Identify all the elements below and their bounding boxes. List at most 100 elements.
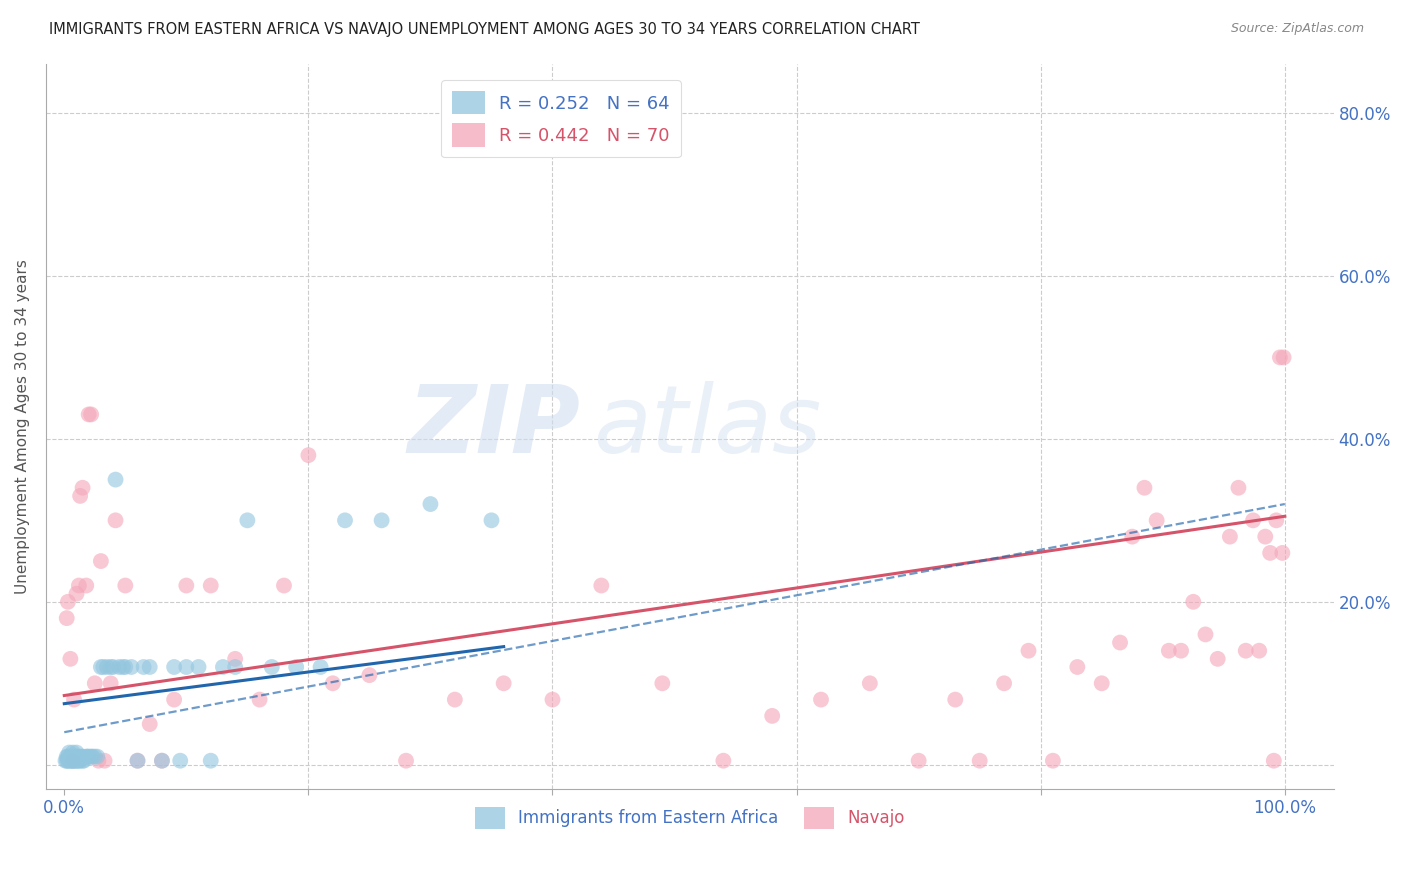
Text: 0.0%: 0.0% <box>44 799 86 817</box>
Point <box>176 660 198 674</box>
Point <box>333 513 356 527</box>
Point <box>73 754 96 768</box>
Point <box>273 578 295 592</box>
Point <box>1121 530 1143 544</box>
Point <box>285 660 308 674</box>
Point <box>200 754 222 768</box>
Point <box>138 660 160 674</box>
Point <box>120 660 142 674</box>
Point <box>65 587 87 601</box>
Point <box>1157 643 1180 657</box>
Point <box>993 676 1015 690</box>
Point <box>1182 595 1205 609</box>
Point <box>127 754 149 768</box>
Point <box>224 652 246 666</box>
Point <box>1258 546 1281 560</box>
Point <box>55 754 77 768</box>
Point <box>80 749 103 764</box>
Point <box>1271 546 1294 560</box>
Point <box>1254 530 1277 544</box>
Point <box>101 660 124 674</box>
Point <box>62 754 84 768</box>
Point <box>67 754 90 768</box>
Point <box>67 749 90 764</box>
Point <box>66 749 89 764</box>
Point <box>1146 513 1168 527</box>
Point <box>63 692 86 706</box>
Point <box>77 408 100 422</box>
Point <box>72 481 94 495</box>
Point <box>322 676 344 690</box>
Point <box>969 754 991 768</box>
Point <box>1018 643 1040 657</box>
Point <box>55 611 77 625</box>
Point <box>56 749 79 764</box>
Point <box>1268 351 1291 365</box>
Point <box>111 660 134 674</box>
Point <box>541 692 564 706</box>
Point <box>1265 513 1288 527</box>
Point <box>56 595 79 609</box>
Point <box>1091 676 1114 690</box>
Point <box>65 749 87 764</box>
Point <box>60 749 83 764</box>
Point <box>87 754 110 768</box>
Y-axis label: Unemployment Among Ages 30 to 34 years: Unemployment Among Ages 30 to 34 years <box>15 260 30 594</box>
Text: 100.0%: 100.0% <box>1253 799 1316 817</box>
Text: atlas: atlas <box>593 381 821 472</box>
Point <box>100 676 122 690</box>
Point <box>419 497 441 511</box>
Point <box>859 676 882 690</box>
Point <box>1133 481 1156 495</box>
Point <box>127 754 149 768</box>
Point <box>1234 643 1257 657</box>
Point <box>90 660 112 674</box>
Point <box>1170 643 1192 657</box>
Point <box>1241 513 1264 527</box>
Point <box>82 749 104 764</box>
Point <box>187 660 209 674</box>
Text: ZIP: ZIP <box>408 381 581 473</box>
Point <box>200 578 222 592</box>
Point <box>359 668 381 682</box>
Point <box>224 660 246 674</box>
Text: Source: ZipAtlas.com: Source: ZipAtlas.com <box>1230 22 1364 36</box>
Point <box>63 749 86 764</box>
Point <box>55 749 77 764</box>
Point <box>108 660 131 674</box>
Point <box>1206 652 1229 666</box>
Point <box>56 754 79 768</box>
Point <box>169 754 191 768</box>
Point <box>59 652 82 666</box>
Point <box>395 754 418 768</box>
Point <box>104 513 127 527</box>
Point <box>150 754 173 768</box>
Point <box>114 660 136 674</box>
Point <box>1249 643 1271 657</box>
Point <box>1272 351 1295 365</box>
Point <box>370 513 392 527</box>
Point <box>58 754 80 768</box>
Point <box>943 692 966 706</box>
Point <box>96 660 118 674</box>
Point <box>91 660 114 674</box>
Legend: Immigrants from Eastern Africa, Navajo: Immigrants from Eastern Africa, Navajo <box>468 800 911 835</box>
Point <box>59 754 82 768</box>
Point <box>132 660 155 674</box>
Point <box>62 754 84 768</box>
Point <box>260 660 283 674</box>
Point <box>481 513 503 527</box>
Point <box>163 692 186 706</box>
Point <box>72 749 94 764</box>
Point <box>86 749 108 764</box>
Point <box>65 746 87 760</box>
Text: IMMIGRANTS FROM EASTERN AFRICA VS NAVAJO UNEMPLOYMENT AMONG AGES 30 TO 34 YEARS : IMMIGRANTS FROM EASTERN AFRICA VS NAVAJO… <box>49 22 920 37</box>
Point <box>1219 530 1241 544</box>
Point <box>114 578 136 592</box>
Point <box>72 754 94 768</box>
Point <box>100 660 122 674</box>
Point <box>150 754 173 768</box>
Point <box>1227 481 1250 495</box>
Point <box>1042 754 1064 768</box>
Point <box>444 692 467 706</box>
